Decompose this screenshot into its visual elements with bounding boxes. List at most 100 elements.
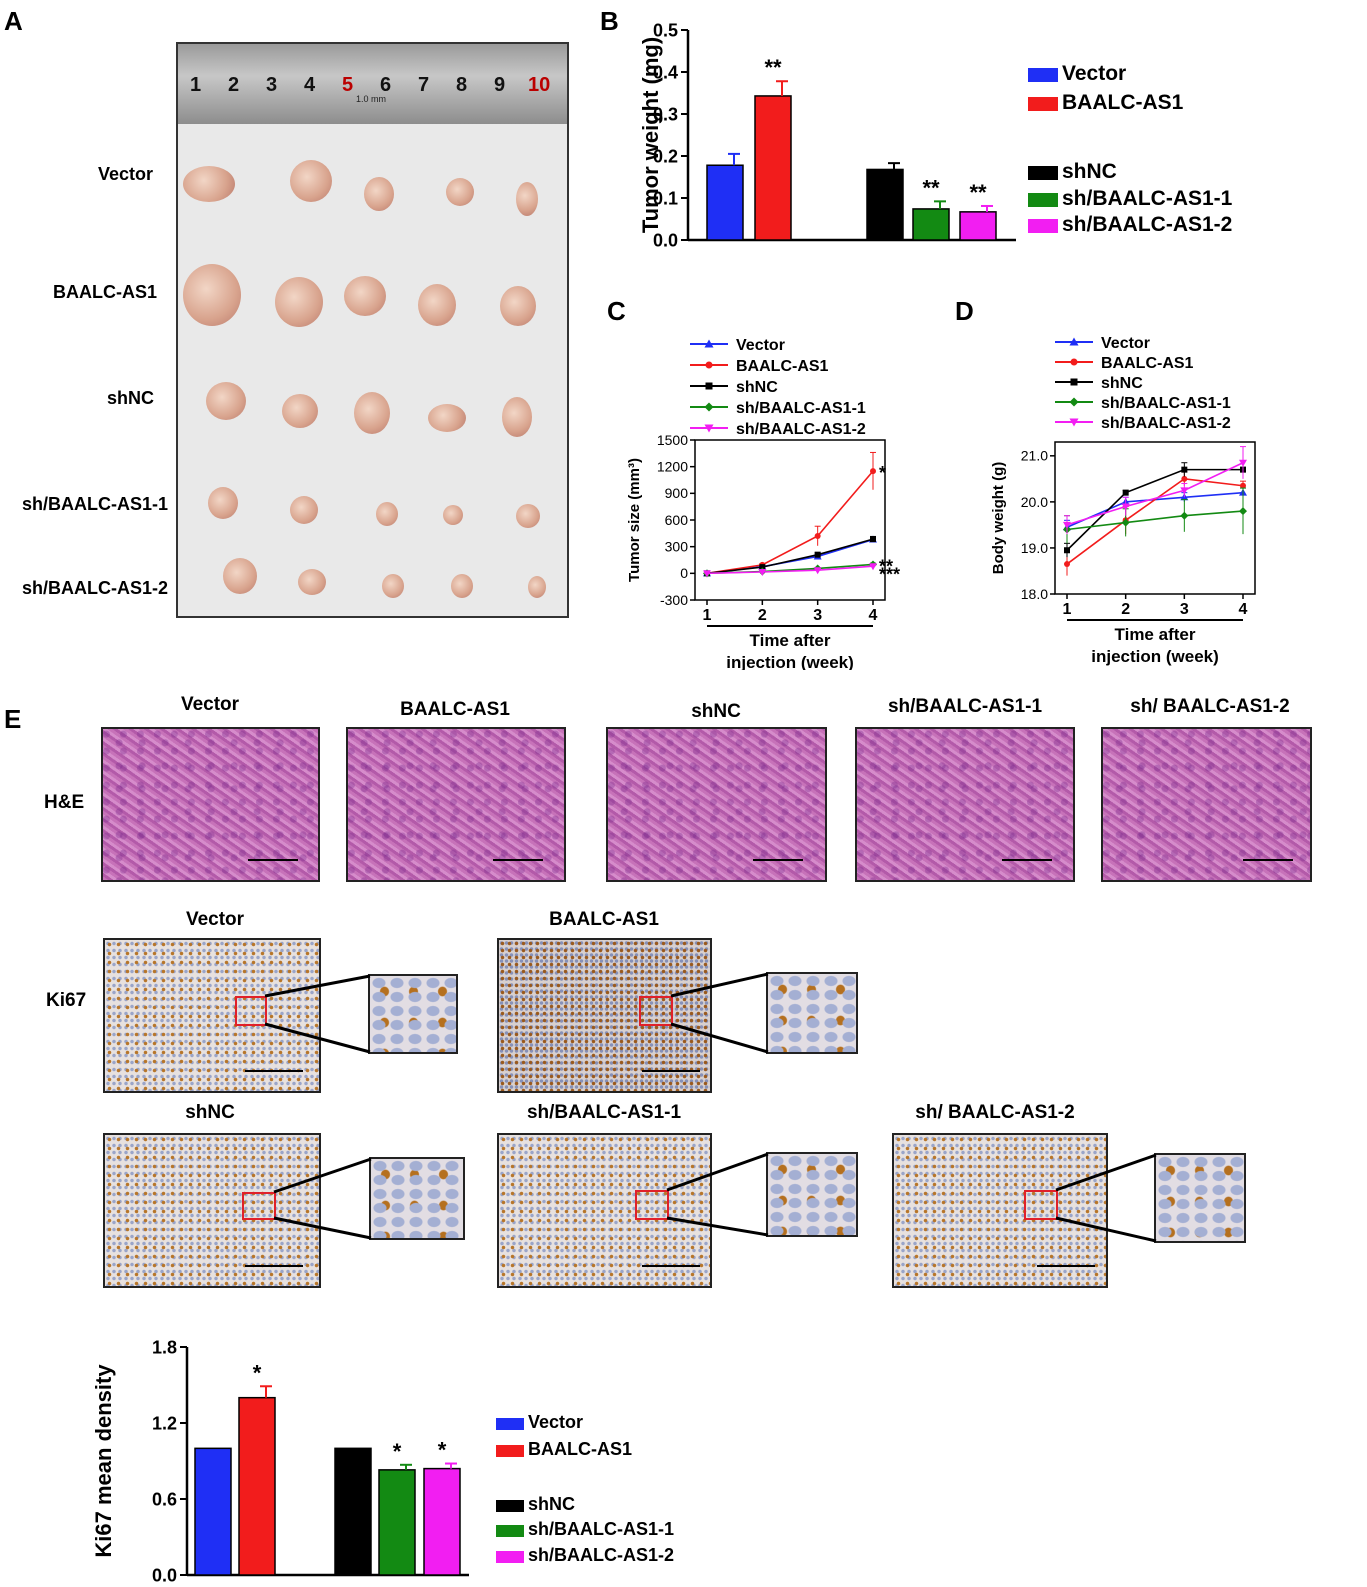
bar	[194, 1447, 232, 1576]
he-image	[1101, 727, 1312, 882]
y-tick-label: 1200	[657, 459, 688, 475]
scale-bar	[248, 859, 298, 861]
y-tick-label: 0.2	[653, 146, 678, 166]
bar	[706, 164, 744, 241]
ki67-title: shNC	[185, 1102, 235, 1123]
y-tick-label: 600	[665, 512, 689, 528]
legend-label: sh/BAALC-AS1-2	[1062, 213, 1233, 236]
plot-frame	[694, 439, 886, 601]
significance-label: ***	[879, 564, 900, 584]
ruler: 1 2 3 4 5 6 7 8 9 10 1.0 mm	[178, 44, 567, 124]
data-point	[1122, 489, 1129, 496]
data-point	[1239, 507, 1247, 516]
ki67-title: sh/ BAALC-AS1-2	[915, 1102, 1075, 1123]
x-tick-label: 3	[813, 607, 822, 624]
row-label-vector: Vector	[97, 164, 153, 184]
series-line	[1066, 462, 1244, 526]
data-point	[1180, 511, 1189, 520]
data-point	[1069, 418, 1079, 427]
x-axis-label: Time after	[1115, 625, 1196, 644]
tumor	[354, 392, 390, 434]
y-tick-label: 1500	[657, 432, 688, 448]
ki67-image	[497, 938, 712, 1093]
y-tick-label: 20.0	[1021, 494, 1048, 510]
legend-label: shNC	[1101, 375, 1143, 392]
panel-label-b: B	[600, 6, 619, 36]
x-axis-label: injection (week)	[1091, 647, 1219, 666]
significance-label: *	[879, 463, 886, 483]
data-point	[870, 468, 876, 475]
data-point	[870, 536, 876, 543]
x-tick-label: 2	[758, 607, 767, 624]
zoom-region	[639, 996, 673, 1026]
ki67-image	[497, 1133, 712, 1288]
tumor	[516, 504, 540, 528]
ki67-zoom-inset	[1154, 1153, 1246, 1243]
data-point	[1121, 503, 1130, 511]
y-tick-label: -300	[660, 592, 688, 608]
data-point	[1070, 358, 1078, 366]
x-tick-label: 1	[1063, 601, 1072, 618]
legend-swatch	[1028, 193, 1058, 207]
body-weight-chart: Vector BAALC-AS1 shNC sh/BAALC-AS1-1 sh/BAAL…	[990, 335, 1256, 666]
tumor	[275, 277, 323, 327]
ki67-title: BAALC-AS1	[549, 909, 659, 930]
scale-bar	[1037, 1265, 1095, 1267]
row-label-shnc: shNC	[106, 388, 154, 408]
legend-swatch	[496, 1551, 524, 1563]
legend-swatch	[496, 1418, 524, 1430]
plot-frame	[1054, 441, 1256, 595]
series-line	[706, 565, 874, 575]
he-title: Vector	[180, 694, 240, 715]
y-axis-label: Tumor weight (mg)	[640, 37, 663, 233]
legend-label: sh/BAALC-AS1-1	[1101, 395, 1231, 412]
tumor	[428, 404, 466, 432]
x-tick-label: 1	[703, 607, 712, 624]
ruler-number: 4	[304, 74, 316, 96]
legend-label: sh/BAALC-AS1-1	[1062, 187, 1233, 210]
data-point	[705, 361, 713, 369]
y-tick-label: 0.3	[653, 104, 678, 124]
significance-label: *	[253, 1360, 262, 1385]
tumor	[206, 382, 246, 420]
scale-bar	[245, 1265, 303, 1267]
data-point	[1121, 518, 1130, 527]
data-point	[869, 563, 877, 571]
ki67-zoom-inset	[368, 974, 458, 1054]
legend-swatch	[1028, 219, 1058, 233]
legend-label: Vector	[736, 337, 785, 354]
tumor	[282, 394, 318, 428]
zoom-region	[235, 996, 267, 1026]
legend-label: sh/BAALC-AS1-2	[736, 421, 866, 438]
legend-label: sh/BAALC-AS1-1	[528, 1519, 675, 1539]
y-tick-label: 0	[680, 565, 688, 581]
ki67-zoom-inset	[766, 1152, 858, 1237]
bar	[754, 95, 792, 241]
he-title: sh/BAALC-AS1-1	[887, 696, 1043, 717]
legend-label: sh/BAALC-AS1-2	[1101, 415, 1231, 432]
data-point	[1181, 466, 1188, 473]
ruler-number: 9	[494, 74, 506, 96]
y-tick-label: 21.0	[1021, 448, 1048, 464]
tumor	[418, 284, 456, 326]
tumor	[516, 182, 538, 216]
data-point	[1239, 459, 1247, 467]
y-tick-label: 18.0	[1021, 586, 1048, 602]
legend-label: BAALC-AS1	[1101, 355, 1194, 372]
legend-swatch	[496, 1500, 524, 1512]
legend-label: BAALC-AS1	[528, 1439, 633, 1459]
ruler-number: 10	[528, 74, 551, 96]
scale-bar	[642, 1265, 700, 1267]
x-tick-label: 4	[1239, 601, 1248, 618]
y-tick-label: 19.0	[1021, 540, 1048, 556]
ruler-number: 7	[418, 74, 430, 96]
bar	[334, 1447, 372, 1576]
legend-swatch	[1028, 97, 1058, 111]
data-point	[704, 402, 714, 412]
significance-label: **	[969, 180, 987, 205]
y-tick-label: 900	[665, 485, 689, 501]
x-axis-label: Time after	[750, 631, 831, 650]
y-tick-label: 0.0	[653, 230, 678, 250]
legend-label: BAALC-AS1	[1062, 91, 1184, 114]
scale-bar	[1243, 859, 1293, 861]
